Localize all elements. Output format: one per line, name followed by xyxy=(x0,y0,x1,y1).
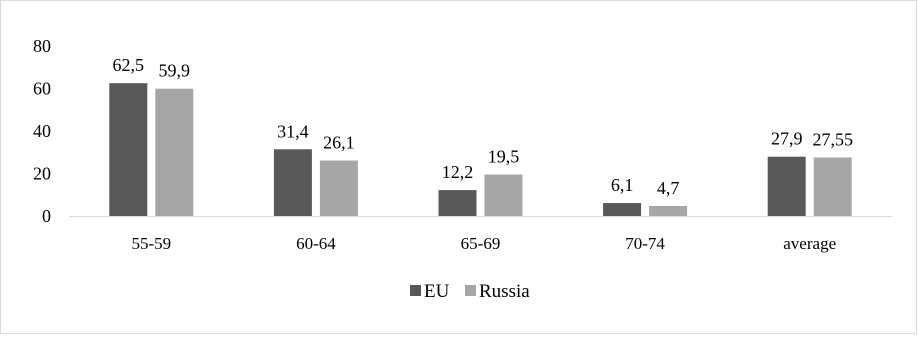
legend-swatch-russia xyxy=(465,285,476,296)
bar-eu-60-64 xyxy=(273,149,312,216)
data-label-eu: 31,4 xyxy=(277,121,309,141)
category-label: average xyxy=(783,234,836,253)
category-label: 60-64 xyxy=(296,234,336,253)
y-tick-label: 80 xyxy=(33,36,51,56)
legend-label-eu: EU xyxy=(424,281,450,302)
bar-russia-average xyxy=(813,157,852,216)
data-labels-group: 62,5 59,9 31,4 26,1 12,2 19,5 6,1 4,7 27,9 27,55 xyxy=(113,55,853,198)
y-axis-ticks: 0 20 40 60 80 xyxy=(33,36,51,226)
bar-russia-60-64 xyxy=(319,160,358,216)
bar-eu-55-59 xyxy=(109,83,148,216)
category-label: 70-74 xyxy=(625,234,665,253)
data-label-eu: 6,1 xyxy=(611,175,634,195)
y-tick-label: 20 xyxy=(33,164,51,184)
data-label-russia: 59,9 xyxy=(159,61,191,81)
data-label-eu: 27,9 xyxy=(771,129,803,149)
data-label-russia: 19,5 xyxy=(488,147,520,167)
bar-russia-55-59 xyxy=(155,88,194,216)
bar-eu-65-69 xyxy=(438,190,477,216)
y-tick-label: 40 xyxy=(33,121,51,141)
data-label-russia: 26,1 xyxy=(323,133,355,153)
y-tick-label: 60 xyxy=(33,79,51,99)
bar-russia-70-74 xyxy=(649,206,688,216)
bar-eu-70-74 xyxy=(603,203,642,216)
bars-group xyxy=(109,83,852,216)
legend-swatch-eu xyxy=(410,285,421,296)
data-label-russia: 27,55 xyxy=(812,129,853,149)
data-label-eu: 12,2 xyxy=(442,162,474,182)
bar-eu-average xyxy=(767,156,806,216)
data-label-eu: 62,5 xyxy=(113,55,145,75)
category-labels-group: 55-59 60-64 65-69 70-74 average xyxy=(131,234,836,253)
legend: EU Russia xyxy=(410,281,530,302)
legend-label-russia: Russia xyxy=(479,281,530,302)
category-label: 65-69 xyxy=(461,234,501,253)
data-label-russia: 4,7 xyxy=(657,178,680,198)
category-label: 55-59 xyxy=(131,234,171,253)
y-tick-label: 0 xyxy=(42,206,51,226)
bar-russia-65-69 xyxy=(484,174,523,216)
